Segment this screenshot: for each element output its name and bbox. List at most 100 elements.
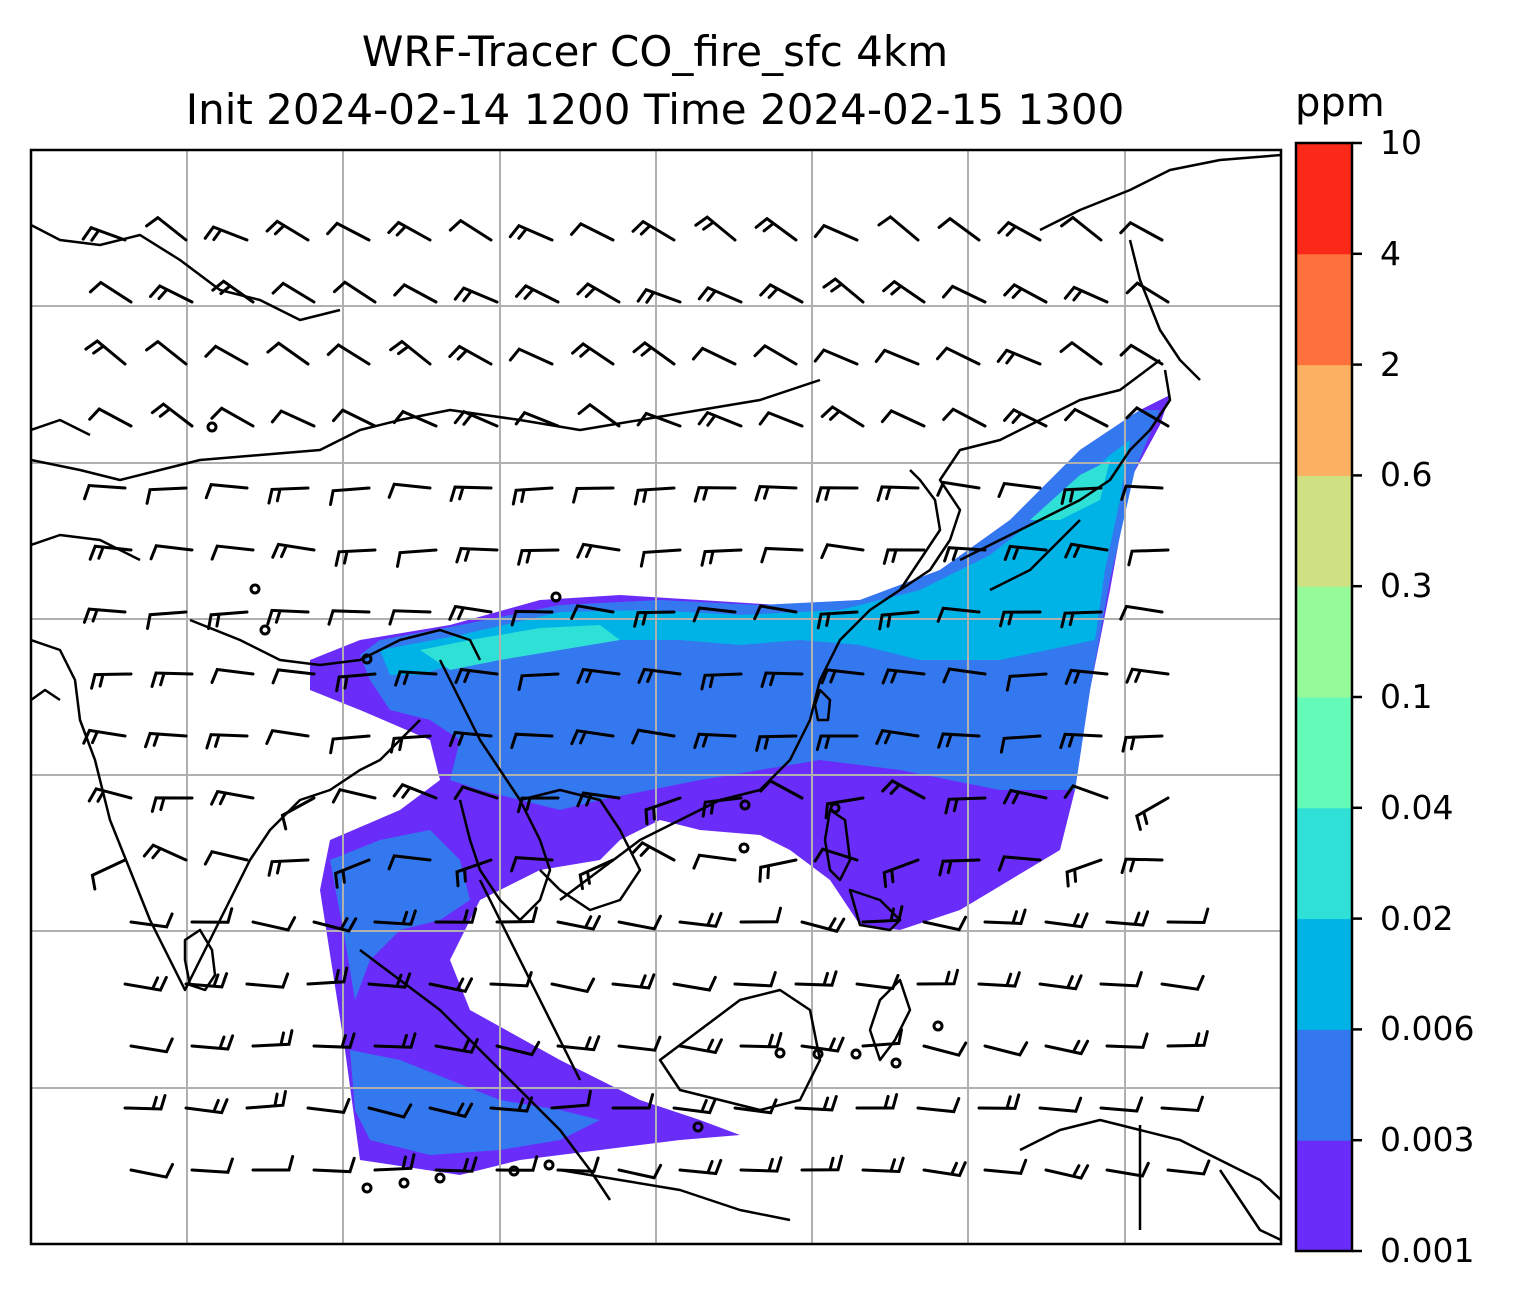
colorbar-unit-label: ppm (1295, 80, 1385, 126)
wind-barb (815, 486, 859, 503)
wind-barb (816, 610, 859, 630)
wind-barb (882, 858, 920, 889)
wind-barb (1166, 907, 1210, 925)
wind-barb (633, 610, 676, 628)
wind-barb (733, 971, 777, 988)
wind-barb (1105, 1032, 1149, 1049)
wind-barb (977, 971, 1021, 988)
wind-barb (1099, 971, 1143, 988)
wind-barb (266, 608, 310, 626)
wind-barb (393, 283, 438, 304)
wind-barb (759, 283, 804, 304)
wind-barb (123, 975, 168, 992)
wind-barb (861, 1156, 905, 1174)
wind-barb (1003, 283, 1048, 304)
wind-barb (204, 344, 249, 366)
wind-barb (211, 279, 255, 304)
wind-barb (516, 796, 560, 814)
wind-barb (1119, 220, 1164, 242)
colorbar-segment (1296, 143, 1352, 255)
colorbar-tick-label: 0.6 (1380, 455, 1433, 495)
colorbar-tick-label: 0.3 (1380, 566, 1433, 606)
wind-barb (184, 972, 229, 989)
wind-barb (123, 1094, 167, 1111)
colorbar-tick-label: 0.006 (1380, 1009, 1475, 1049)
wind-barb (611, 973, 656, 990)
wind-barb (1121, 734, 1164, 753)
wind-barb (1044, 1164, 1090, 1180)
wind-barb (395, 548, 438, 568)
wind-barb (822, 277, 865, 304)
wind-barb (820, 668, 865, 685)
wind-barb (556, 915, 602, 931)
wind-barb (1105, 1161, 1150, 1178)
wind-barb (149, 544, 194, 561)
wind-barb (570, 729, 615, 746)
wind-barb (392, 409, 438, 428)
wind-barb (428, 1102, 474, 1119)
colorbar-frame (1294, 141, 1354, 1253)
wind-barb (754, 485, 798, 502)
wind-barb (550, 1089, 592, 1110)
wind-barb (203, 225, 249, 242)
wind-barb (332, 280, 377, 304)
wind-barb (204, 483, 249, 500)
wind-barb (813, 348, 859, 366)
wind-barb (245, 1089, 287, 1110)
wind-barb (556, 1035, 601, 1052)
wind-barb (306, 966, 349, 986)
wind-barb (1119, 343, 1164, 366)
colorbar-segment (1296, 1140, 1352, 1252)
wind-barb (936, 606, 981, 623)
wind-barb (633, 486, 676, 506)
wind-barb (678, 1158, 723, 1176)
wind-barb (265, 219, 310, 242)
wind-barb (389, 734, 432, 754)
colorbar-segment (1296, 918, 1352, 1030)
wind-barb (977, 1093, 1021, 1110)
wind-barb (1003, 544, 1048, 561)
wind-barb (617, 1163, 663, 1180)
co-plume-layer (310, 395, 1170, 1175)
wind-barb (576, 791, 621, 808)
wind-barb (387, 482, 432, 499)
wind-barb (644, 796, 682, 826)
wind-barb (1064, 668, 1109, 685)
wind-barb (190, 1034, 235, 1051)
wind-barb (881, 779, 926, 800)
map-frame (29, 148, 1283, 1246)
plume-level-1b (330, 830, 470, 1000)
wind-barb (882, 548, 926, 565)
colorbar-segment (1296, 1029, 1352, 1141)
wind-barb (326, 343, 371, 366)
wind-barb (1120, 857, 1164, 875)
wind-barb (210, 667, 255, 684)
wind-barb (434, 1037, 479, 1054)
wind-barb (800, 1036, 845, 1053)
wind-barb (510, 856, 554, 873)
wind-barb (434, 907, 478, 924)
wind-barb (373, 1153, 416, 1172)
wind-barb (881, 668, 926, 685)
wind-barb (550, 977, 596, 994)
wind-barb (270, 409, 316, 428)
wind-barb (312, 1156, 356, 1174)
colorbar-tick-label: 0.02 (1380, 898, 1454, 938)
wind-barb (83, 483, 127, 501)
wind-barb (394, 670, 438, 687)
wind-barb (90, 672, 133, 690)
map-title-line1: WRF-Tracer CO_fire_sfc 4km (361, 27, 949, 76)
wind-barb (333, 858, 371, 889)
wind-barb (367, 1103, 413, 1119)
wind-barb (739, 1031, 783, 1049)
wind-barb (1125, 667, 1170, 684)
wind-barb (271, 281, 316, 304)
wind-barb (517, 548, 560, 566)
wind-barb (1059, 732, 1103, 750)
wind-barb (759, 779, 804, 800)
wind-barb (210, 406, 255, 428)
wind-barb (207, 610, 249, 631)
wind-barb (813, 223, 859, 242)
wind-barb (489, 971, 533, 988)
